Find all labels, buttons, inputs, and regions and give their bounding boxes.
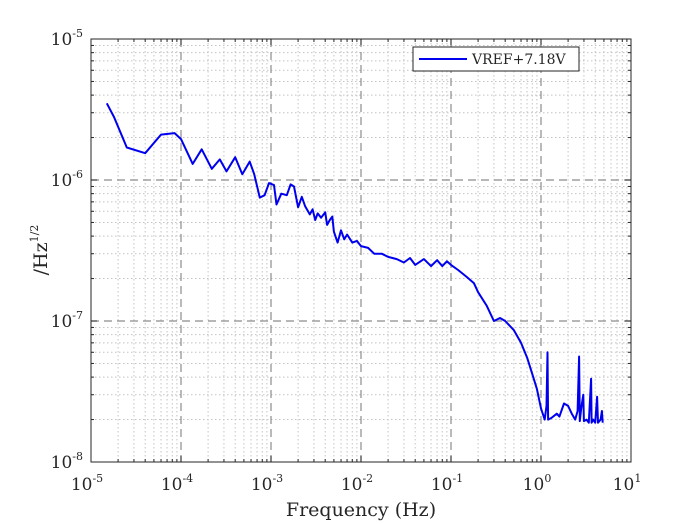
y-axis-label-exponent: 1/2 [28,225,41,243]
x-tick-label-exponent: -4 [182,472,193,485]
x-tick-label: 10-2 [341,472,373,495]
x-tick-label-base: 10 [341,475,363,495]
y-tick-labels: 10-810-710-610-5 [51,27,83,473]
x-axis-label: Frequency (Hz) [286,499,436,521]
axes-box [90,38,632,463]
y-tick-label: 10-6 [51,168,83,191]
y-tick-label-exponent: -6 [72,168,83,181]
x-tick-label-base: 10 [431,475,453,495]
x-tick-label: 10-1 [431,472,463,495]
x-tick-label: 101 [613,472,642,495]
x-tick-label-base: 10 [251,475,273,495]
y-tick-label-exponent: -8 [72,450,83,463]
x-tick-label-exponent: 1 [634,472,641,485]
legend-label: VREF+7.18V [471,52,566,68]
y-tick-label-base: 10 [51,30,73,50]
x-tick-label-exponent: 0 [544,472,551,485]
x-tick-label-exponent: -3 [272,472,283,485]
y-tick-label-base: 10 [51,171,73,191]
x-tick-label-base: 10 [161,475,183,495]
y-tick-label-base: 10 [51,312,73,332]
legend: VREF+7.18V [412,46,580,72]
x-tick-label-base: 10 [71,475,93,495]
x-tick-label-exponent: -1 [452,472,463,485]
x-tick-label: 10-4 [161,472,193,495]
x-tick-label: 100 [523,472,552,495]
x-tick-label: 10-5 [71,472,103,495]
y-axis-label: /Hz1/2 [28,225,52,276]
y-tick-label: 10-7 [51,309,83,332]
x-tick-labels: 10-5 10-4 10-3 10-2 10-1 100 101 [71,472,642,495]
minor-grid [91,39,631,462]
y-tick-label-exponent: -7 [72,309,83,322]
x-tick-label-exponent: -2 [362,472,373,485]
x-tick-label-base: 10 [523,475,545,495]
y-tick-label: 10-8 [51,450,83,473]
x-tick-label: 10-3 [251,472,283,495]
y-tick-label-exponent: -5 [72,27,83,40]
x-tick-label-base: 10 [613,475,635,495]
major-grid [91,39,631,462]
y-axis-label-group: /Hz1/2 [28,225,52,276]
y-tick-label-base: 10 [51,453,73,473]
series-line-vref [105,102,604,424]
y-tick-label: 10-5 [51,27,83,50]
y-axis-label-unit: /Hz [30,242,52,275]
x-tick-label-exponent: -5 [92,472,103,485]
